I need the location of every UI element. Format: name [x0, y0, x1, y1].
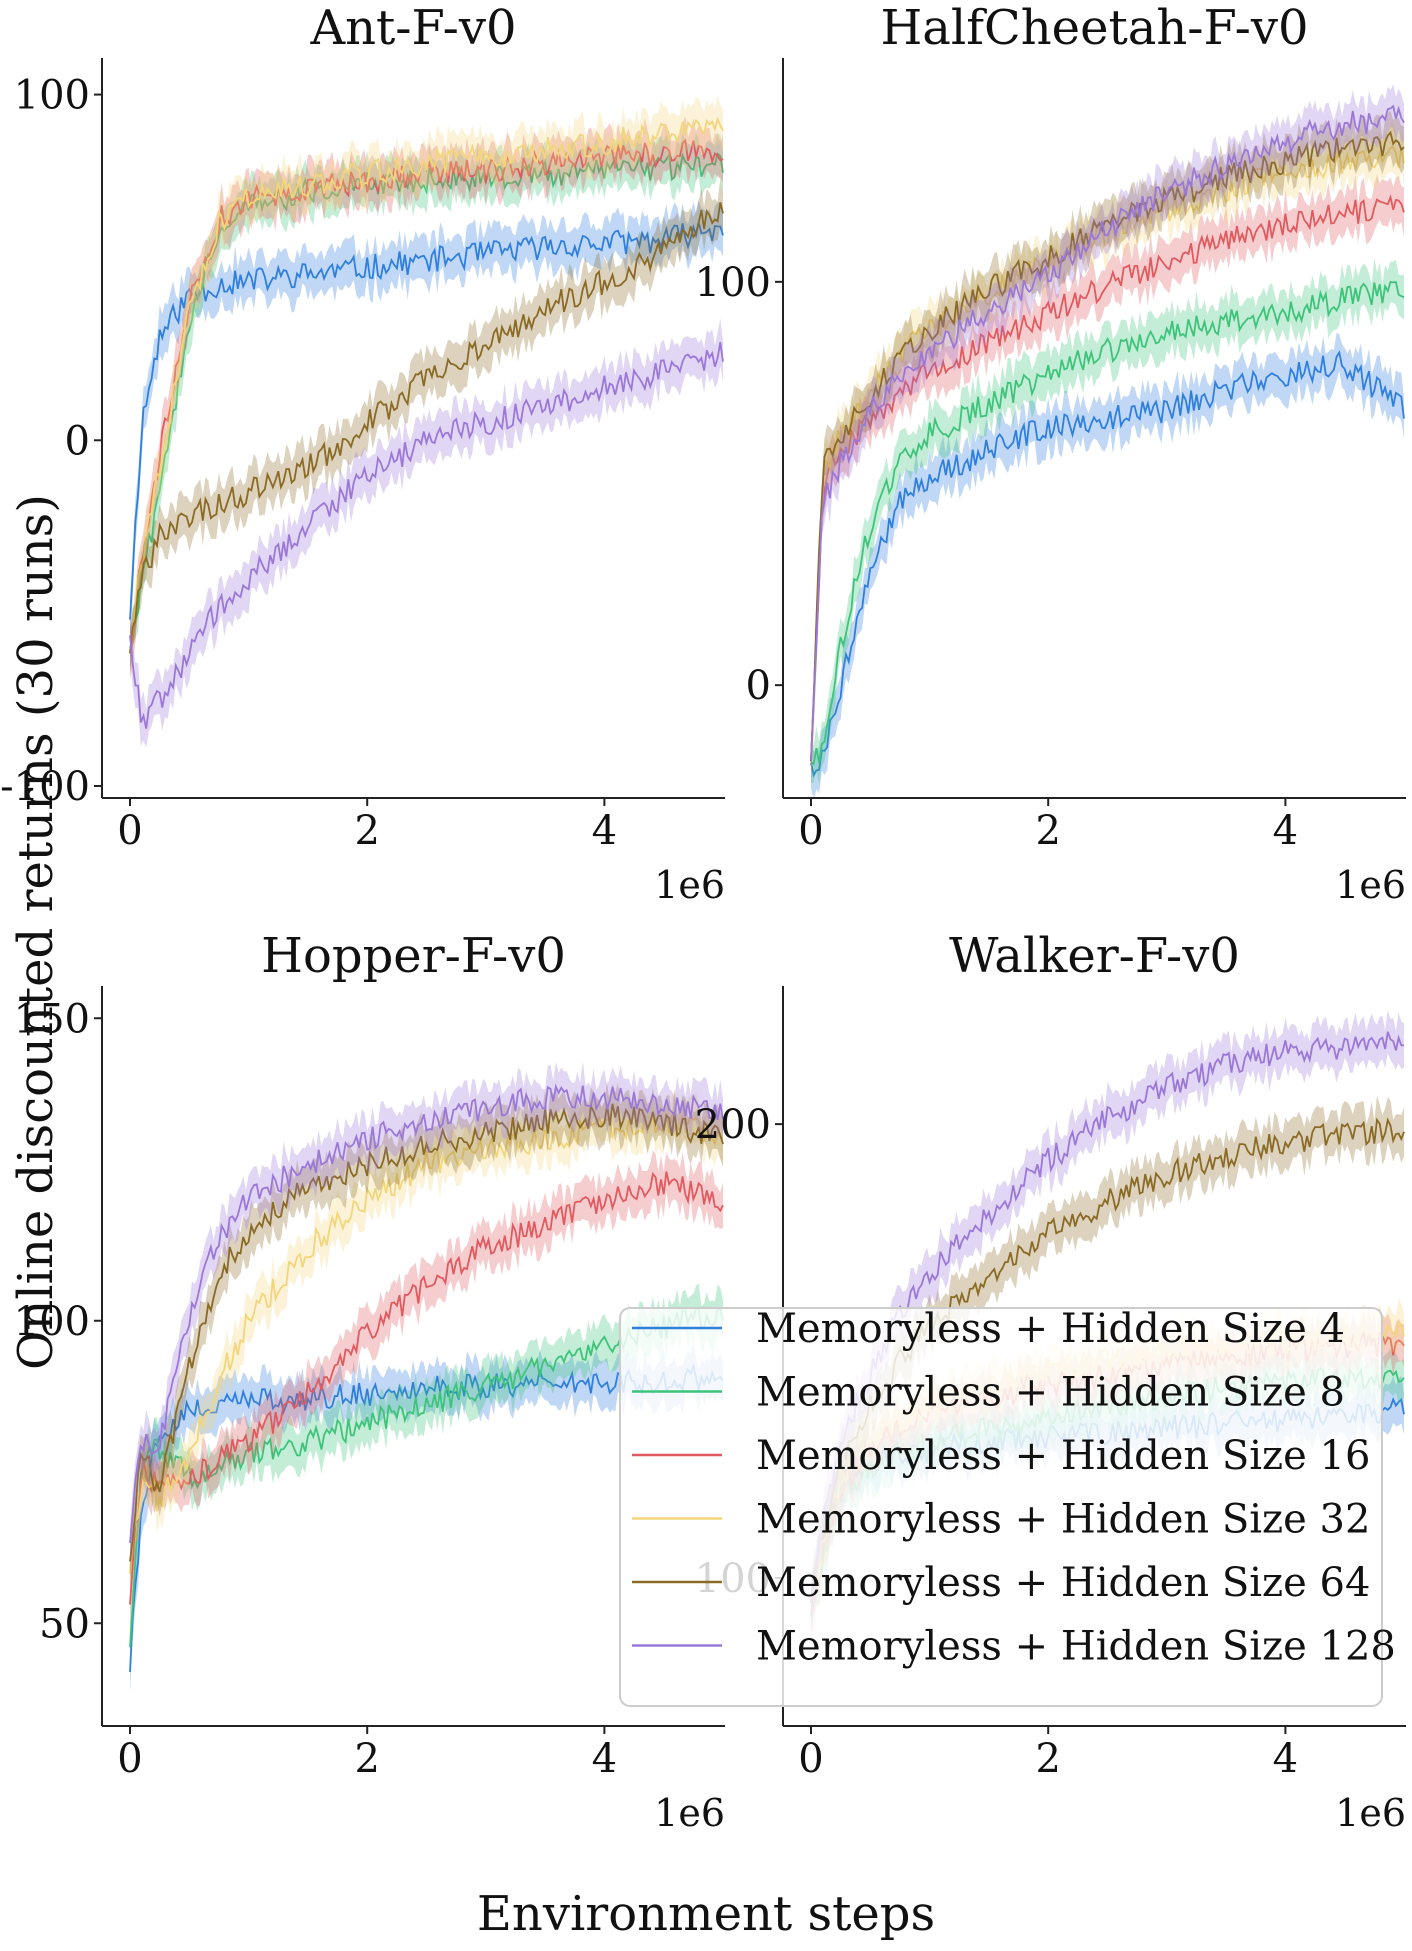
chart-title: Hopper-F-v0	[261, 928, 566, 984]
x-tick-label: 0	[117, 1736, 142, 1782]
series-band-1	[811, 332, 1404, 800]
legend-label-1: Memoryless + Hidden Size 4	[756, 1306, 1345, 1352]
chart-title: Walker-F-v0	[949, 928, 1240, 984]
legend-entries: Memoryless + Hidden Size 4 Memoryless + H…	[632, 1306, 1396, 1670]
x-offset-label: 1e6	[1335, 1791, 1406, 1835]
x-offset-label: 1e6	[654, 1791, 725, 1835]
series-line-5	[810, 130, 1405, 762]
x-tick-label: 0	[117, 808, 142, 854]
x-tick-label: 2	[1035, 1736, 1060, 1782]
y-tick-label: 100	[14, 1299, 90, 1345]
legend-label-2: Memoryless + Hidden Size 8	[756, 1370, 1345, 1416]
series-line-6	[810, 1031, 1405, 1602]
y-tick-label: 100	[695, 260, 771, 306]
series-line-2	[810, 280, 1405, 766]
x-tick-label: 4	[592, 808, 617, 854]
legend-label-6: Memoryless + Hidden Size 128	[756, 1624, 1396, 1670]
y-tick-label: 50	[39, 1601, 90, 1647]
series-line-1	[129, 222, 724, 620]
series-band-3	[811, 174, 1404, 783]
figure-xlabel: Environment steps	[477, 1886, 935, 1942]
chart-title: Ant-F-v0	[309, 0, 516, 56]
x-tick-label: 4	[592, 1736, 617, 1782]
x-tick-label: 2	[354, 1736, 379, 1782]
series-line-6	[129, 1083, 724, 1544]
x-tick-label: 0	[798, 1736, 823, 1782]
y-tick-label: 0	[746, 663, 771, 709]
series-line-5	[129, 1103, 724, 1562]
series-band-5	[130, 1080, 723, 1586]
legend: Memoryless + Hidden Size 4 Memoryless + H…	[619, 1306, 1396, 1707]
x-tick-label: 0	[798, 808, 823, 854]
x-offset-label: 1e6	[654, 863, 725, 907]
panel-2: HalfCheetah-F-v0 0 2 4 1e6 0 100	[695, 0, 1406, 907]
x-tick-label: 4	[1273, 1736, 1298, 1782]
series-band-3	[130, 1150, 723, 1625]
figure-ylabel: Online discounted returns (30 runs)	[8, 494, 64, 1370]
chart-title: HalfCheetah-F-v0	[880, 0, 1308, 56]
legend-box	[619, 1307, 1383, 1707]
x-tick-label: 2	[1035, 808, 1060, 854]
y-tick-label: -100	[0, 764, 90, 810]
series-line-4	[129, 1112, 724, 1575]
x-tick-label: 2	[354, 808, 379, 854]
y-tick-label: 150	[14, 996, 90, 1042]
y-tick-label: 0	[65, 418, 90, 464]
series-line-4	[129, 116, 724, 654]
panel-1: Ant-F-v0 0 2 4 1e6 -100 0 100	[0, 0, 725, 907]
series-band-4	[811, 122, 1404, 787]
series-band-4	[130, 1090, 723, 1596]
series-line-1	[810, 350, 1405, 778]
series-line-3	[810, 194, 1405, 762]
series-line-2	[129, 151, 724, 654]
series-line-5	[129, 202, 724, 653]
series-band-2	[811, 257, 1404, 785]
series-line-6	[810, 104, 1405, 761]
y-tick-label: 200	[695, 1102, 771, 1148]
x-tick-label: 4	[1273, 808, 1298, 854]
legend-label-5: Memoryless + Hidden Size 64	[756, 1560, 1370, 1606]
series-band-6	[130, 1060, 723, 1562]
series-line-4	[810, 146, 1405, 762]
legend-label-3: Memoryless + Hidden Size 16	[756, 1433, 1370, 1479]
series-line-6	[129, 342, 724, 729]
series-band-6	[811, 84, 1404, 783]
panel-3: Hopper-F-v0 0 2 4 1e6 50 100 150	[14, 928, 725, 1835]
series-line-3	[129, 1171, 724, 1605]
x-offset-label: 1e6	[1335, 863, 1406, 907]
y-tick-label: 100	[14, 73, 90, 119]
legend-label-4: Memoryless + Hidden Size 32	[756, 1497, 1370, 1543]
series-band-2	[130, 130, 723, 675]
